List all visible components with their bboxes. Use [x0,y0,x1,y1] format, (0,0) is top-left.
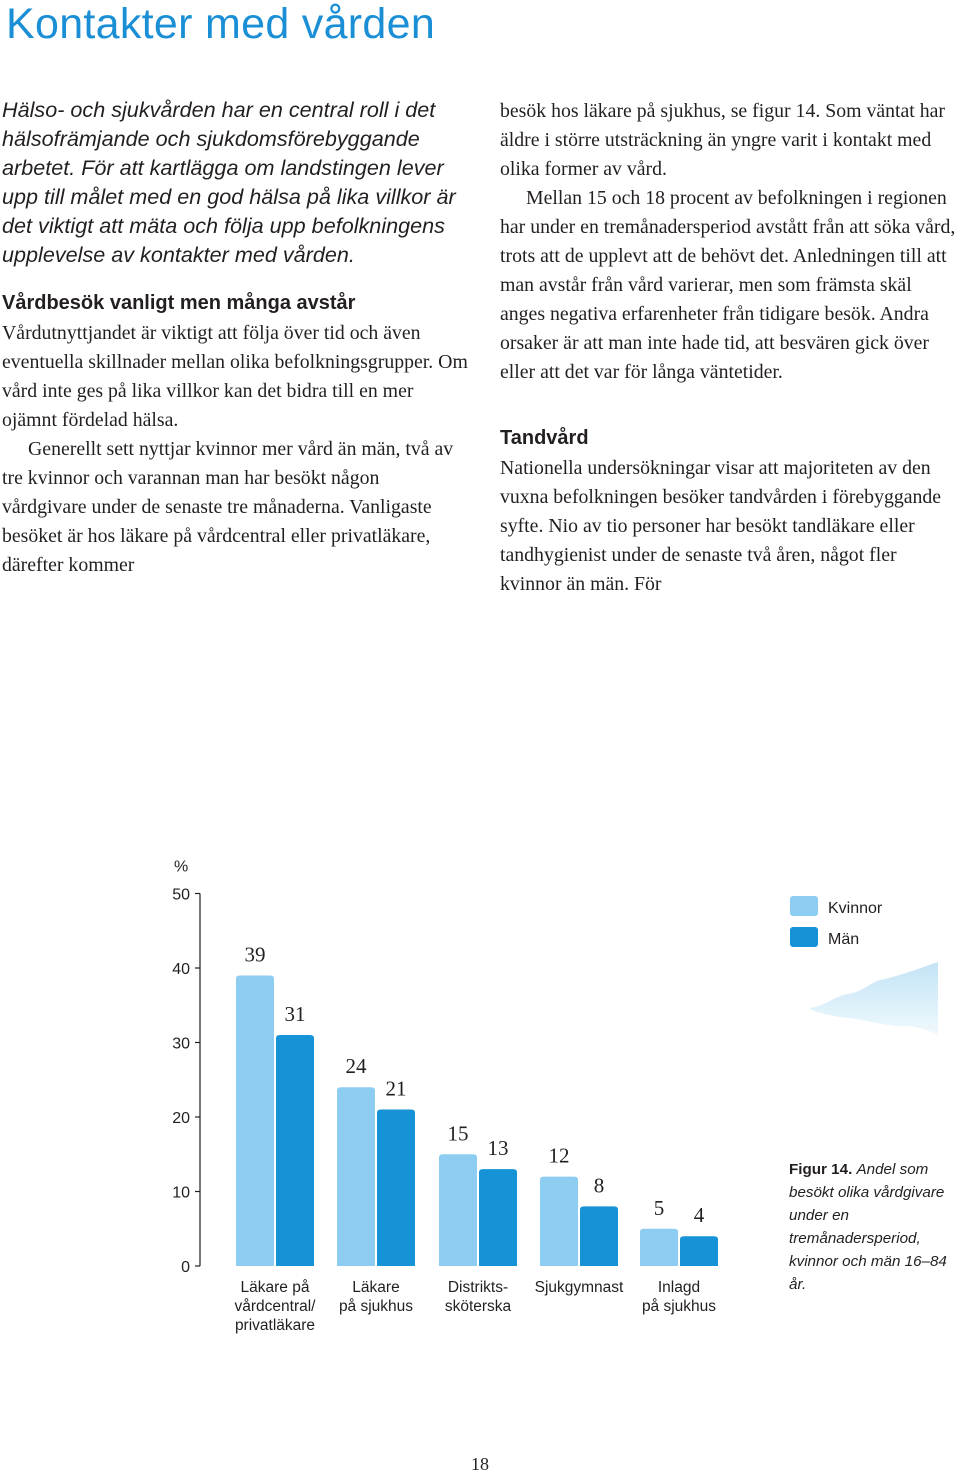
decorative-banner [809,882,938,1036]
data-label: 21 [386,1077,407,1101]
x-category-label: privatläkare [235,1317,315,1334]
data-label: 15 [448,1121,469,1145]
bar-kvinnor [439,1154,477,1266]
body-paragraph: besök hos läkare på sjukhus, se figur 14… [500,100,945,180]
bar-män [479,1169,517,1266]
x-category-label: på sjukhus [642,1298,716,1315]
body-paragraph: Nationella undersökningar visar att majo… [500,457,942,595]
bar-män [580,1206,618,1266]
legend-label: Kvinnor [828,900,883,917]
data-label: 39 [245,942,266,966]
x-category-label: Läkare [352,1279,399,1296]
data-label: 8 [594,1173,605,1197]
body-paragraph: Mellan 15 och 18 procent av befolkningen… [500,187,956,383]
data-label: 13 [488,1136,509,1160]
y-tick-label: 20 [172,1110,190,1127]
bar-män [680,1236,718,1266]
intro-paragraph: Hälso- och sjukvården har en central rol… [2,97,456,267]
data-label: 24 [346,1054,368,1078]
y-axis-label: % [174,859,188,876]
page-title: Kontakter med vården [6,0,436,48]
figure-caption: Figur 14. Andel som besökt olika vårdgiv… [789,1158,957,1296]
legend-swatch-män [790,927,818,947]
bar-kvinnor [640,1228,678,1266]
legend-label: Män [828,931,859,948]
bar-män [377,1109,415,1266]
body-paragraph: Generellt sett nyttjar kvinnor mer vård … [2,438,454,576]
figure-caption-text: Andel som besökt olika vårdgivare under … [789,1161,947,1293]
left-column: Hälso- och sjukvården har en central rol… [2,95,468,580]
y-tick-label: 50 [172,887,190,904]
section-heading-tandvard: Tandvård [500,427,589,449]
x-category-label: Läkare på [241,1279,310,1296]
body-paragraph: Vårdutnyttjandet är viktigt att följa öv… [2,322,468,431]
section-heading-vardbesok: Vårdbesök vanligt men många avstår [2,292,356,314]
bar-chart: 0 10 20 30 40 50% 39 24 15 12 5 31 21 13 8 4 Kvinnor Mä… [172,859,938,1334]
bar-män [276,1035,314,1266]
bar-kvinnor [236,975,274,1266]
x-category-label: sköterska [445,1298,512,1315]
data-label: 31 [285,1002,306,1026]
x-category-label: Distrikts- [448,1279,508,1296]
figure-label: Figur 14. [789,1161,853,1178]
y-tick-label: 10 [172,1185,190,1202]
x-category-label: Inlagd [658,1279,700,1296]
data-label: 5 [654,1196,665,1220]
right-column: besök hos läkare på sjukhus, se figur 14… [500,97,960,599]
data-label: 4 [694,1203,705,1227]
x-category-label: vårdcentral/ [235,1298,317,1315]
y-tick-label: 40 [172,961,190,978]
bar-kvinnor [540,1176,578,1266]
page-number: 18 [471,1454,489,1474]
bar-kvinnor [337,1087,375,1266]
x-category-label: Sjukgymnast [535,1279,624,1296]
data-label: 12 [549,1144,570,1168]
y-tick-label: 0 [181,1259,190,1276]
x-category-label: på sjukhus [339,1298,413,1315]
y-tick-label: 30 [172,1036,190,1053]
legend-swatch-kvinnor [790,896,818,916]
